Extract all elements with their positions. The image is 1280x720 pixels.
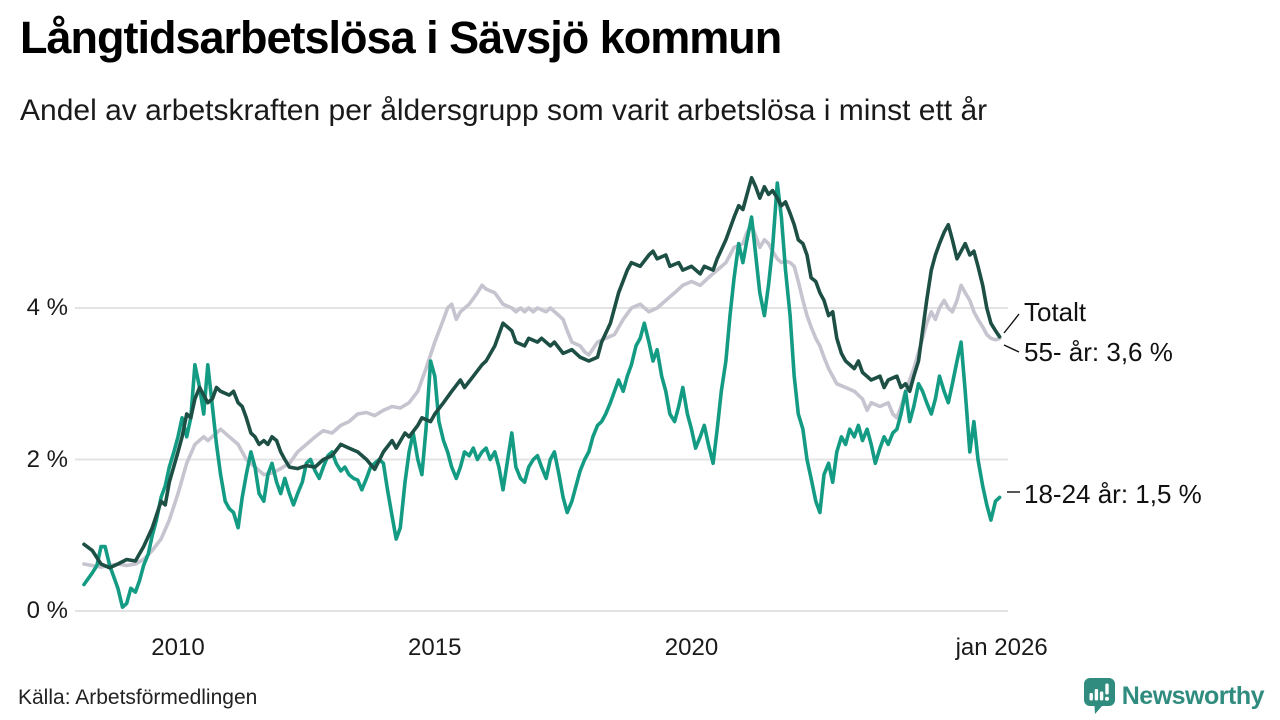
bar-chart-speech-bubble-icon bbox=[1083, 678, 1115, 714]
y-tick-label: 4 % bbox=[26, 294, 68, 321]
brand-wordmark: Newsworthy bbox=[1121, 681, 1265, 710]
page-title: Långtidsarbetslösa i Sävsjö kommun bbox=[20, 12, 782, 63]
series-lines bbox=[82, 175, 1002, 609]
chart-subtitle: Andel av arbetskraften per åldersgrupp s… bbox=[20, 94, 988, 127]
series-line-18-24-r bbox=[82, 181, 1002, 609]
series-label-totalt: Totalt bbox=[1024, 297, 1087, 327]
leader-totalt bbox=[1003, 313, 1020, 334]
label-leader-lines bbox=[1003, 313, 1020, 493]
source-note: Källa: Arbetsförmedlingen bbox=[18, 686, 258, 709]
series-line-totalt bbox=[82, 175, 1002, 570]
series-line-55-r bbox=[82, 222, 1002, 569]
leader-55 bbox=[1003, 344, 1020, 353]
gridlines bbox=[75, 307, 1008, 612]
series-label-55: 55- år: 3,6 % bbox=[1024, 337, 1173, 367]
x-tick-label: 2020 bbox=[664, 634, 719, 661]
x-tick-label: 2010 bbox=[151, 634, 205, 661]
series-label-18-24: 18-24 år: 1,5 % bbox=[1024, 479, 1202, 509]
x-tick-label: jan 2026 bbox=[955, 634, 1048, 661]
x-tick-label: 2015 bbox=[408, 634, 462, 661]
y-tick-label: 2 % bbox=[26, 445, 68, 473]
brand-logo: Newsworthy bbox=[1083, 678, 1265, 714]
y-tick-label: 0 % bbox=[26, 597, 68, 624]
